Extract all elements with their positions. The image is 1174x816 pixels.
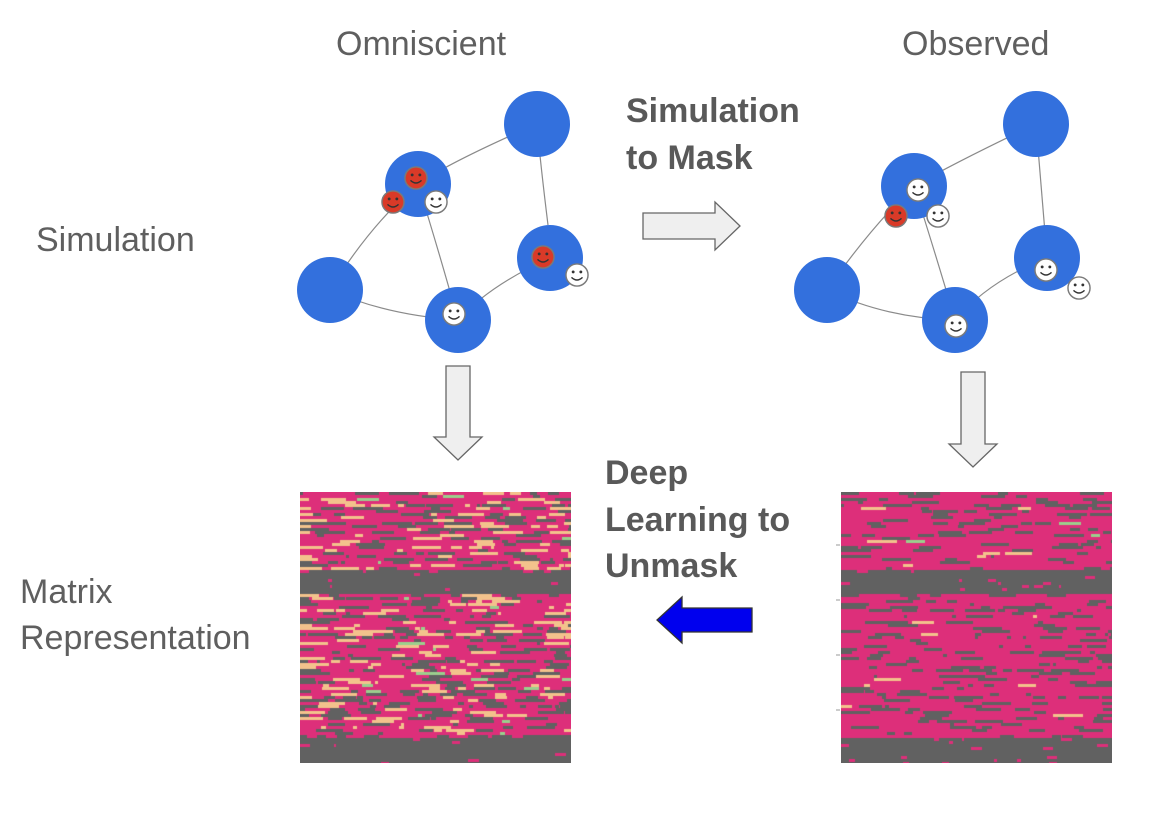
observed-network: [794, 91, 1091, 353]
healthy-agent-icon: [906, 178, 930, 202]
row-label-simulation: Simulation: [36, 221, 195, 259]
matrix-edge-ticks: [836, 544, 840, 711]
down-arrow-icon: [947, 371, 999, 468]
healthy-agent-icon: [565, 263, 589, 287]
network-node: [1014, 225, 1080, 291]
healthy-agent-icon: [1034, 258, 1058, 282]
healthy-agent-icon: [926, 204, 950, 228]
left-arrow-icon: [656, 595, 753, 645]
healthy-agent-icon: [1067, 276, 1091, 300]
infected-agent-icon: [531, 245, 555, 269]
network-edges: [329, 123, 551, 321]
column-label-observed: Observed: [902, 25, 1050, 63]
network-node: [794, 257, 860, 323]
infected-agent-icon: [381, 190, 405, 214]
row-label-matrix-representation: Matrix Representation: [20, 573, 251, 657]
observed-matrix-heatmap: [841, 492, 1112, 763]
healthy-agent-icon: [944, 314, 968, 338]
right-arrow-icon: [642, 200, 741, 252]
network-node: [504, 91, 570, 157]
network-node: [297, 257, 363, 323]
healthy-agent-icon: [424, 190, 448, 214]
step-label-deep-learning-to-unmask: Deep Learning to Unmask: [605, 454, 791, 586]
step-label-simulation-to-mask: Simulation to Mask: [626, 92, 800, 177]
omniscient-matrix-heatmap: [300, 492, 571, 763]
omniscient-network: [297, 91, 589, 353]
network-node: [1003, 91, 1069, 157]
down-arrow-icon: [432, 365, 484, 461]
infected-agent-icon: [884, 204, 908, 228]
infected-agent-icon: [404, 166, 428, 190]
column-label-omniscient: Omniscient: [336, 25, 507, 63]
healthy-agent-icon: [442, 302, 466, 326]
